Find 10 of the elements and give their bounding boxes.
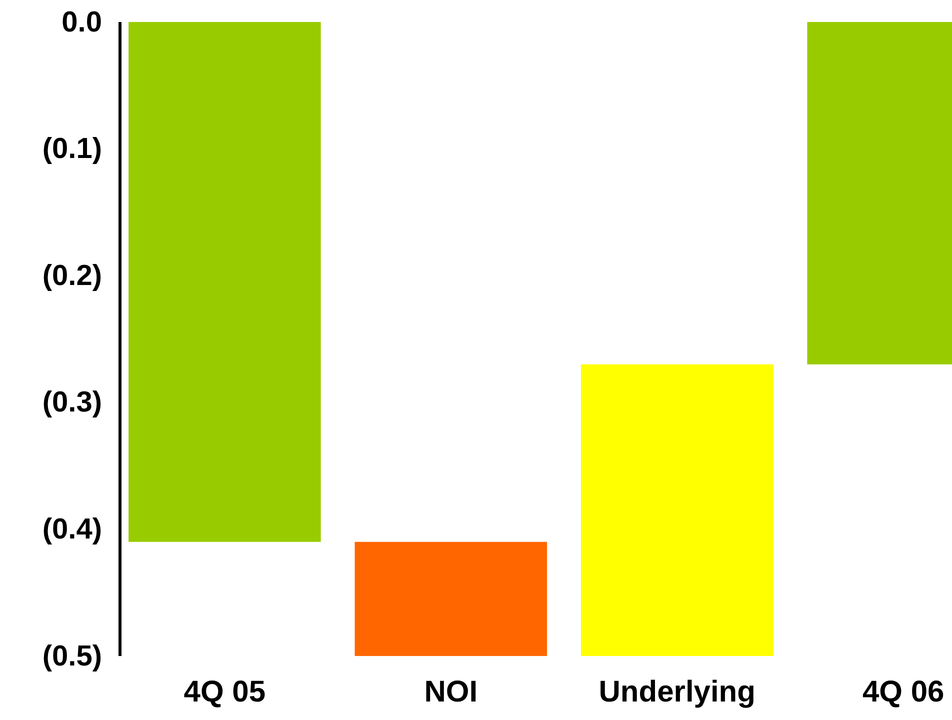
- y-tick-label: (0.2): [42, 260, 102, 292]
- x-tick-label: 4Q 06: [862, 675, 944, 708]
- y-tick-label: (0.4): [42, 513, 102, 546]
- y-tick-label: 0.0: [62, 6, 102, 38]
- y-tick-label: (0.1): [42, 133, 102, 166]
- x-tick-label: NOI: [424, 675, 478, 708]
- x-tick-label: 4Q 05: [184, 675, 266, 708]
- y-tick-label: (0.5): [42, 640, 102, 672]
- x-tick-label: Underlying: [598, 675, 756, 708]
- y-tick-label: (0.3): [42, 386, 102, 419]
